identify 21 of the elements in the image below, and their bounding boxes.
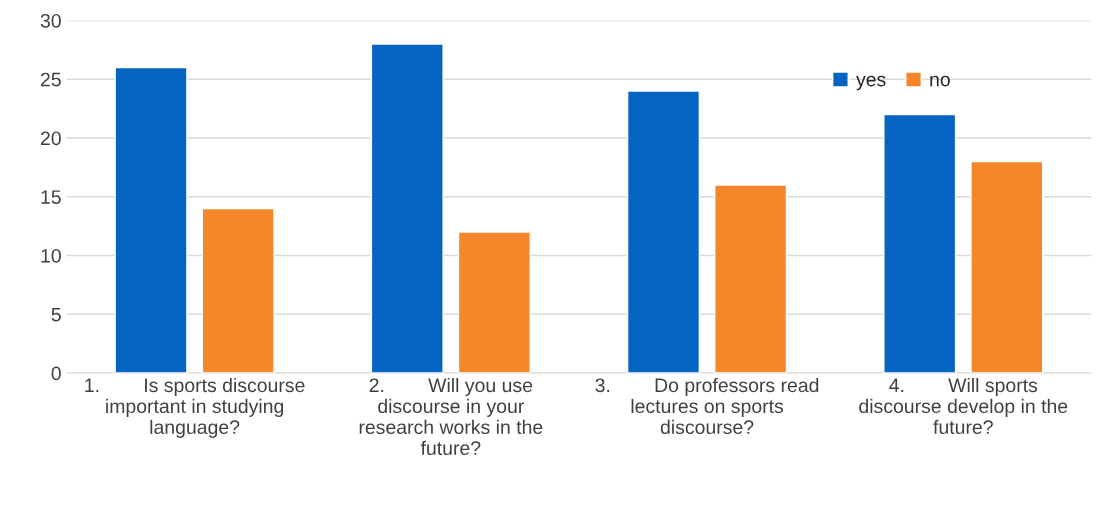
bar [457,231,531,374]
x-tick-label: 1. Is sports discourse important in studying language? [85,377,305,438]
legend-label: no [930,75,950,87]
bar [114,66,188,374]
y-tick-label: 20 [40,131,61,146]
y-tick-label: 25 [40,72,61,87]
bar [714,184,788,374]
x-tick-label: 2. Will you use discourse in your research works in the future? [359,377,543,456]
x-tick-label: 4. Will sports discourse develop in the future? [859,377,1068,435]
x-tick-label: 3. Do professors read lectures on sports discourse? [595,377,819,435]
y-tick-label: 0 [51,366,61,381]
bar [883,113,957,374]
bar [970,160,1044,374]
bar [626,90,701,374]
y-tick-label: 10 [41,248,61,263]
y-tick-label: 5 [51,307,61,322]
y-tick-label: 30 [40,13,61,28]
y-tick-label: 15 [41,190,61,204]
bar [201,207,275,374]
legend-label: yes [856,75,886,91]
bar [370,43,444,374]
